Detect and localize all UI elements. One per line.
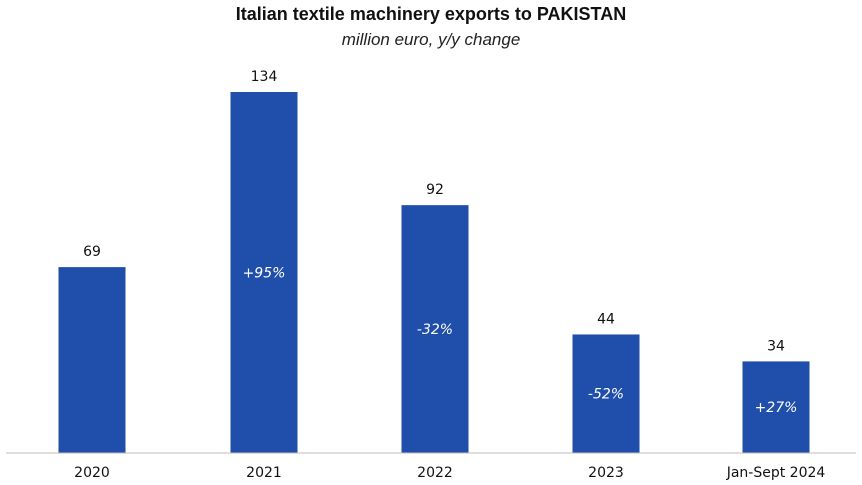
value-label: 69 — [83, 244, 101, 260]
bar-2023 — [572, 334, 640, 453]
x-tick-label: 2022 — [417, 465, 453, 481]
chart-subtitle: million euro, y/y change — [341, 30, 521, 49]
yoy-change-label: -32% — [417, 322, 453, 338]
value-label: 134 — [251, 69, 278, 85]
yoy-change-label: +95% — [243, 266, 286, 282]
x-tick-label: Jan-Sept 2024 — [726, 465, 826, 481]
labels-layer: 69 2020 134 2021 +95% 92 2022 -32% 44 2023 -52% 34 J… — [74, 69, 825, 481]
yoy-change-label: +27% — [755, 400, 798, 416]
bar-2021 — [230, 92, 298, 453]
yoy-change-label: -52% — [588, 387, 624, 403]
value-label: 92 — [426, 182, 444, 198]
x-tick-label: 2020 — [74, 465, 110, 481]
value-label: 34 — [767, 338, 785, 354]
x-tick-label: 2023 — [588, 465, 624, 481]
x-tick-label: 2021 — [246, 465, 282, 481]
bar-2022 — [401, 205, 469, 453]
bar-jan-sept-2024 — [742, 361, 810, 453]
chart-title: Italian textile machinery exports to PAK… — [235, 4, 627, 24]
bars-layer — [58, 92, 810, 453]
value-label: 44 — [597, 311, 615, 327]
bar-2020 — [58, 267, 126, 453]
